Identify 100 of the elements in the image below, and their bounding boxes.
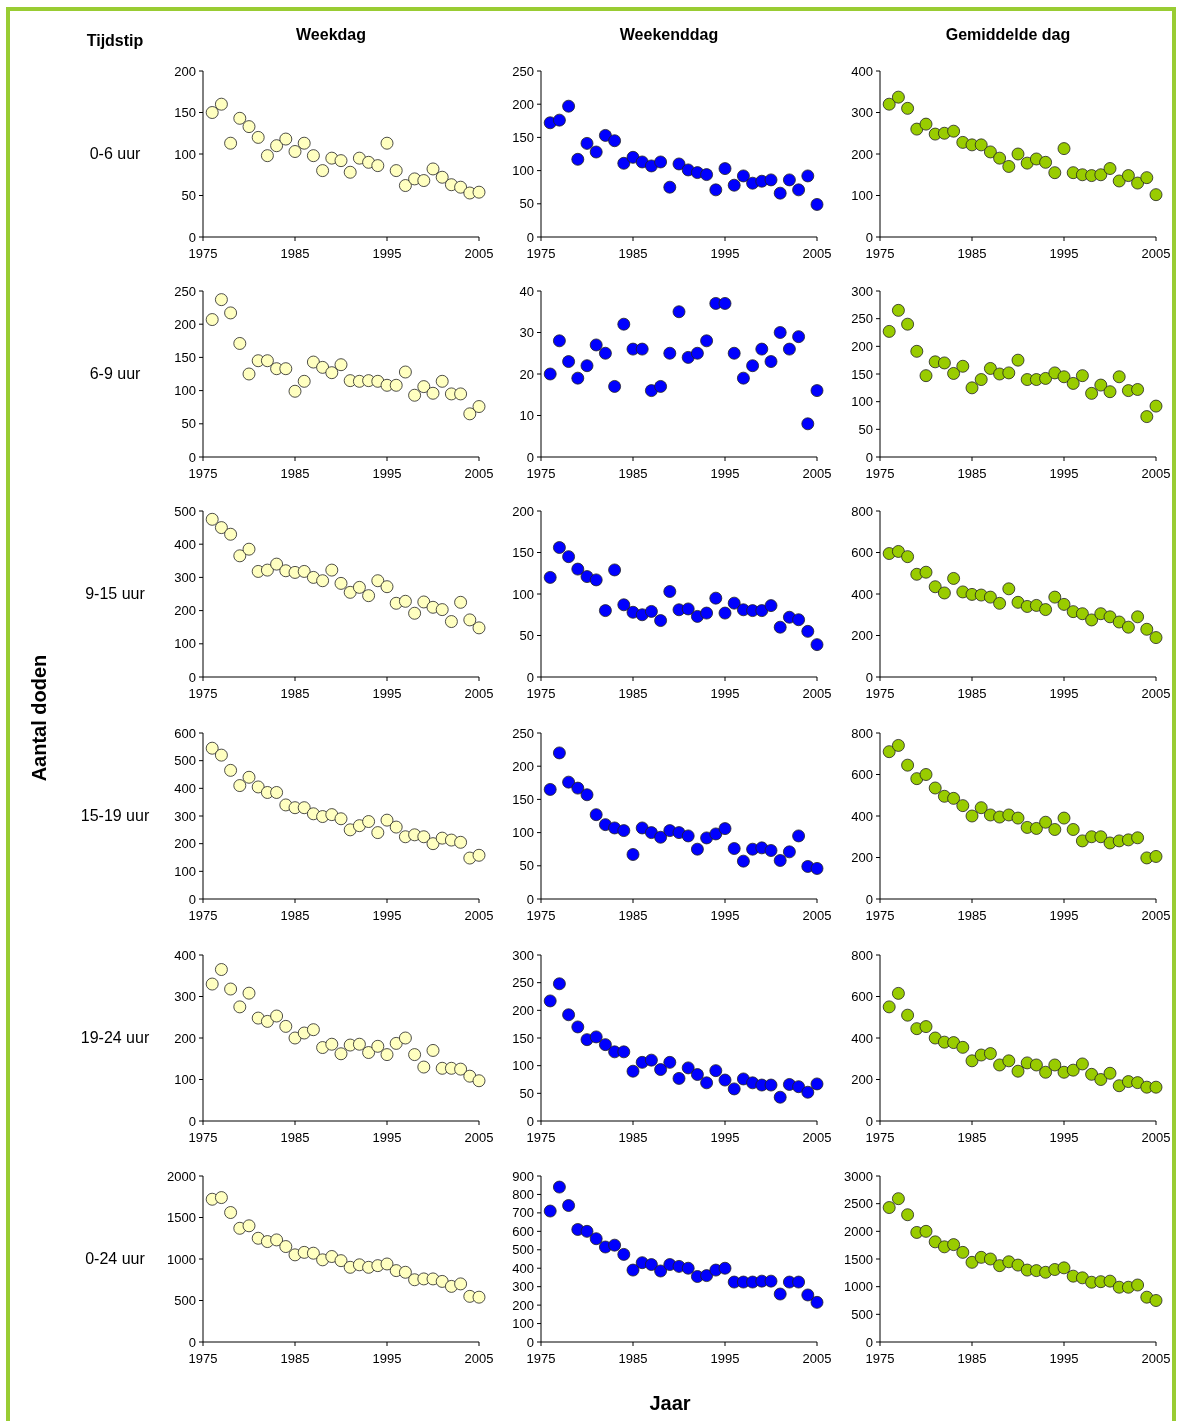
x-tick-label: 1995 (710, 246, 740, 261)
point (1103, 610, 1117, 624)
point (1039, 155, 1052, 169)
point (307, 1246, 320, 1260)
point (1048, 166, 1062, 180)
y-tick-label: 900 (512, 1168, 534, 1184)
y-tick-label: 2500 (844, 1196, 873, 1212)
point (270, 139, 283, 153)
point (599, 1038, 612, 1052)
y-tick-label: 100 (512, 1058, 534, 1074)
y-tick-label: 50 (181, 188, 196, 203)
point (1140, 171, 1154, 185)
x-tick-label: 1985 (280, 1130, 310, 1145)
point (1011, 595, 1025, 609)
y-tick-label: 200 (174, 316, 196, 332)
point (242, 542, 256, 556)
y-tick-label: 100 (512, 1316, 534, 1332)
point (380, 580, 394, 594)
point (417, 174, 431, 187)
y-tick-label: 40 (519, 283, 534, 299)
point (562, 1008, 575, 1022)
point (993, 151, 1006, 165)
y-tick-label: 0 (188, 891, 196, 907)
point (325, 563, 339, 577)
point (242, 120, 256, 133)
point (882, 745, 896, 759)
point (718, 1261, 732, 1275)
point (224, 527, 237, 541)
point (297, 801, 311, 815)
point (1002, 582, 1016, 596)
point (617, 824, 631, 837)
point (901, 758, 914, 772)
point (334, 576, 348, 590)
point (709, 183, 723, 197)
point (764, 599, 778, 613)
x-tick-label: 1975 (188, 1130, 218, 1145)
x-tick-label: 1995 (710, 466, 740, 481)
point (454, 180, 467, 194)
x-tick-label: 1985 (618, 1130, 648, 1145)
y-tick-label: 200 (851, 850, 873, 865)
point (755, 604, 769, 617)
y-tick-label: 10 (519, 408, 534, 423)
point (454, 595, 467, 609)
point (1011, 353, 1025, 367)
point (792, 183, 805, 197)
point (718, 1073, 732, 1087)
x-tick-label: 1985 (618, 908, 648, 923)
point (580, 1224, 594, 1238)
point (297, 565, 311, 578)
point (737, 371, 750, 385)
point (718, 297, 732, 310)
point (727, 178, 741, 192)
point (316, 360, 329, 374)
y-axis-title: 6-9 uur (89, 365, 142, 382)
point (892, 987, 905, 1000)
point (764, 1274, 778, 1288)
point (635, 342, 649, 356)
point (1122, 169, 1135, 182)
point (242, 1219, 256, 1233)
x-tick-label: 1975 (188, 1351, 218, 1366)
point (810, 862, 824, 875)
x-tick-label: 1975 (526, 246, 556, 261)
point (956, 1245, 970, 1259)
y-tick-label: 800 (512, 1186, 534, 1202)
point (1076, 369, 1089, 383)
x-tick-label: 1995 (1049, 466, 1079, 481)
point (645, 1258, 658, 1271)
x-tick-label: 1975 (188, 908, 218, 923)
y-tick-label: 400 (851, 808, 873, 824)
y-tick-label: 0 (188, 229, 196, 245)
point (801, 417, 815, 431)
y-tick-label: 600 (851, 767, 873, 782)
point (773, 326, 787, 339)
point (553, 977, 566, 991)
point (947, 367, 960, 380)
point (984, 362, 997, 375)
point (974, 373, 988, 386)
point (261, 563, 274, 577)
point (279, 1240, 293, 1253)
y-tick-label: 50 (181, 416, 196, 432)
point (543, 1204, 557, 1218)
point (242, 986, 256, 1000)
point (389, 820, 403, 834)
point (325, 1037, 339, 1051)
point (261, 149, 274, 163)
point (1149, 399, 1163, 413)
y-tick-label: 300 (851, 283, 873, 299)
y-tick-label: 2000 (844, 1223, 873, 1239)
x-tick-label: 2005 (464, 466, 494, 481)
point (1149, 1294, 1163, 1307)
point (727, 1082, 741, 1096)
point (472, 621, 486, 635)
point (801, 169, 815, 183)
y-tick-label: 600 (851, 989, 873, 1004)
point (764, 355, 778, 368)
point (617, 317, 631, 331)
point (1112, 370, 1126, 384)
point (454, 387, 467, 401)
point (901, 1008, 914, 1022)
y-tick-label: 100 (851, 394, 873, 410)
